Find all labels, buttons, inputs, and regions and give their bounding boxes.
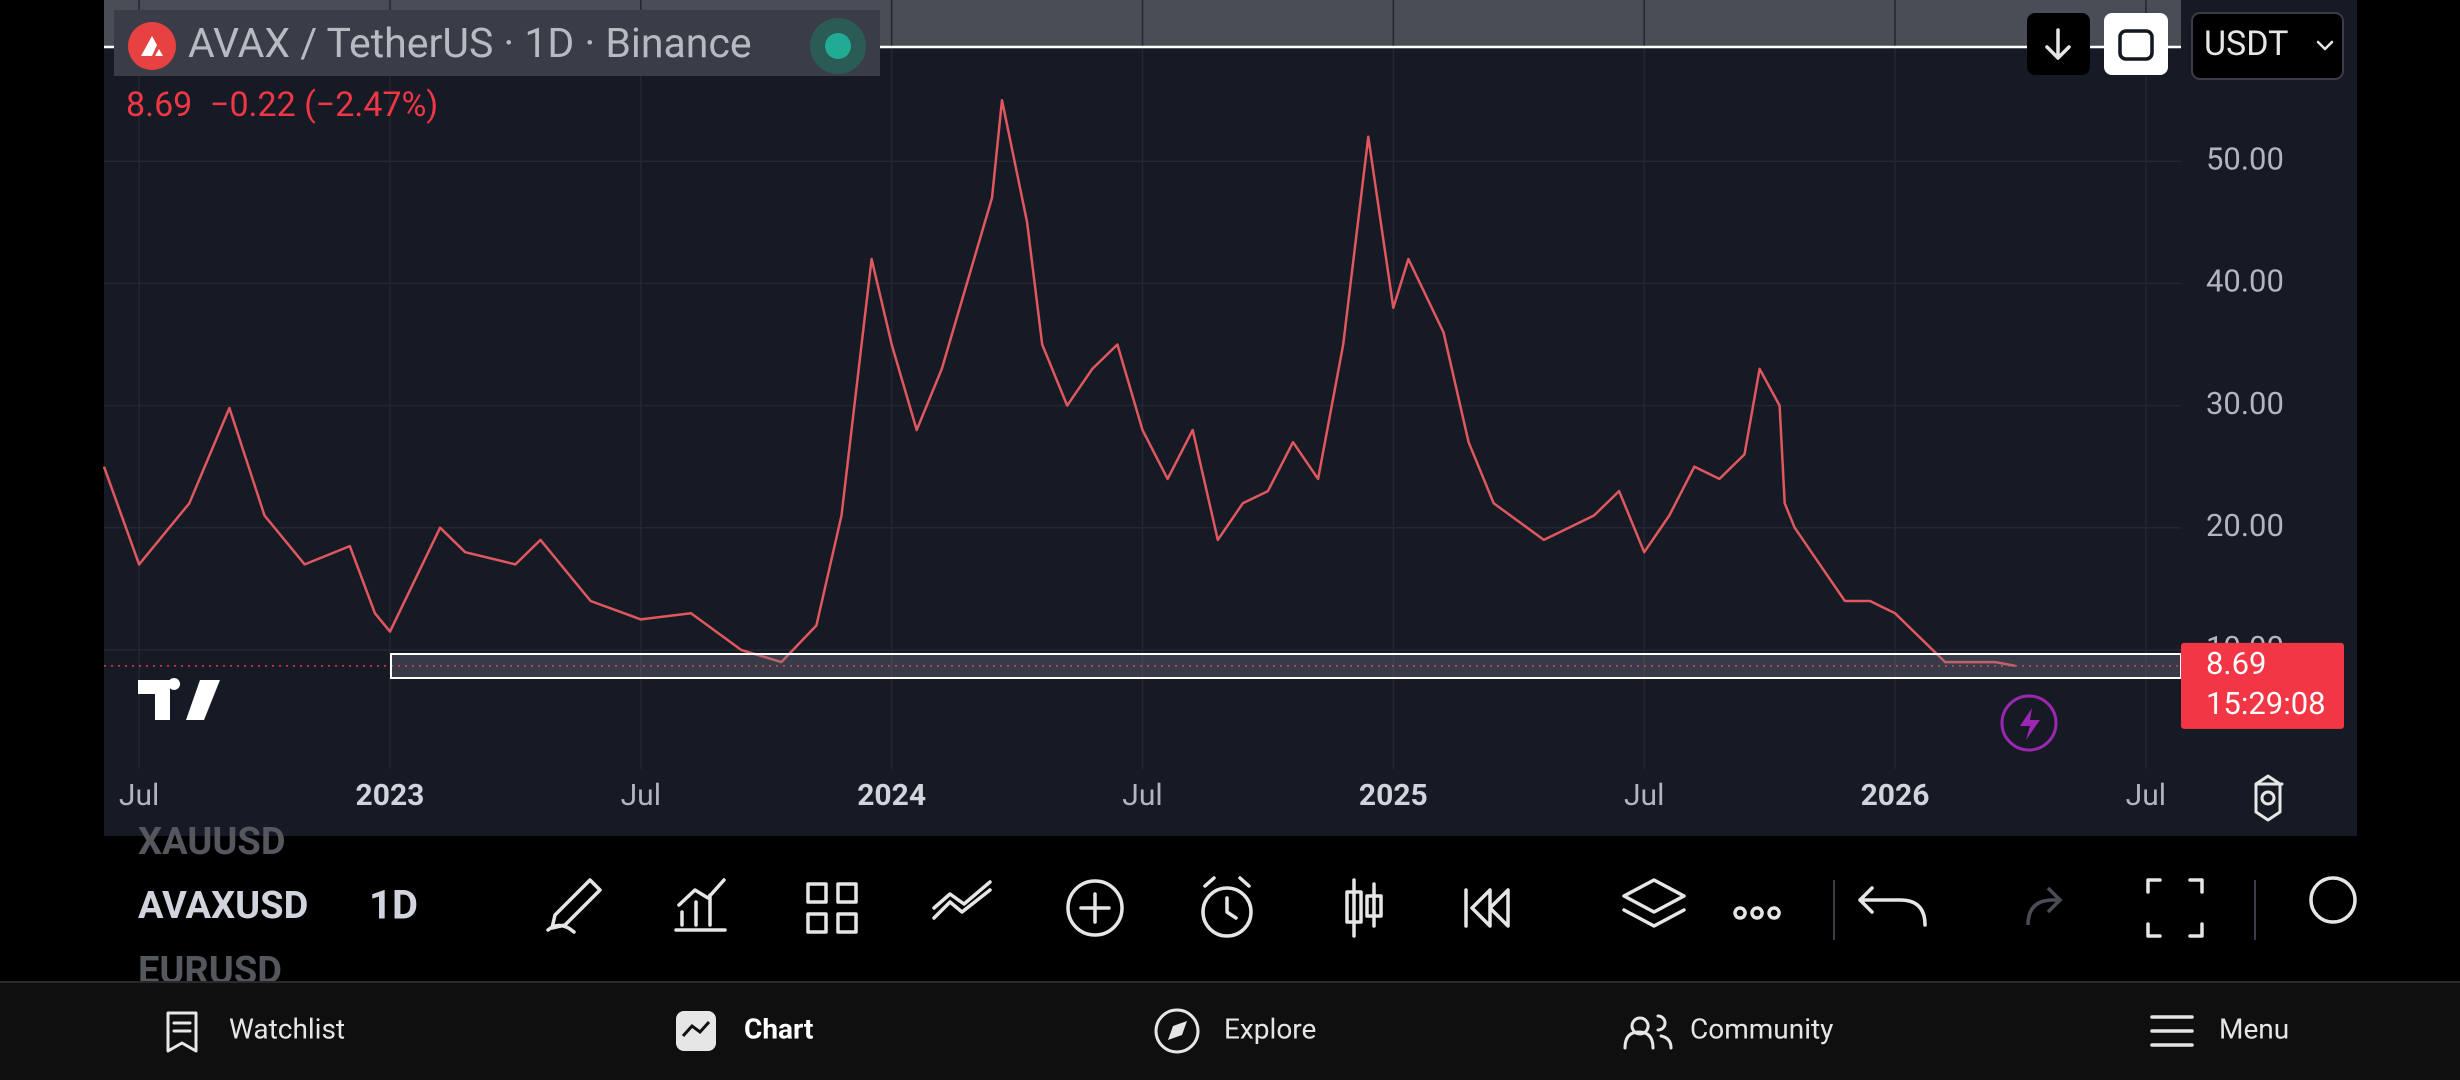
x-tick-label: Jul [621, 778, 661, 813]
ideas-button[interactable] [2309, 876, 2357, 924]
y-tick-label: 50.00 [2206, 140, 2284, 177]
price-change: −0.22 (−2.47%) [210, 85, 438, 125]
currency-button[interactable] [2191, 12, 2344, 80]
currency-caret [2316, 40, 2334, 51]
layers-tool[interactable] [1622, 878, 1686, 928]
interval-button[interactable]: 1D [369, 882, 418, 929]
x-tick-label: 2026 [1861, 778, 1930, 813]
symbol-item-active[interactable]: AVAXUSD [138, 884, 308, 928]
more-tool[interactable] [1733, 906, 1781, 920]
chart-style-tool[interactable] [1345, 878, 1383, 938]
axes: 10.0020.0030.0040.0050.00Jul2023Jul2024J… [119, 140, 2344, 813]
nav-community[interactable]: Community [1623, 1012, 1833, 1050]
y-tick-label: 20.00 [2206, 507, 2284, 544]
currency-label: USDT [2204, 24, 2288, 64]
chart-icon-line [681, 1020, 711, 1038]
replay-tool[interactable] [1464, 888, 1510, 928]
price-line [102, 98, 2016, 668]
nav-watchlist[interactable]: Watchlist [166, 1011, 345, 1053]
indicators-tool[interactable] [674, 878, 727, 932]
settings-icon-dot [2260, 790, 2276, 806]
add-tool[interactable] [1066, 879, 1124, 937]
nav-menu[interactable]: Menu [2150, 1012, 2289, 1047]
redo-button[interactable] [2026, 886, 2063, 926]
x-tick-label: 2025 [1359, 778, 1428, 813]
bottom-nav [0, 982, 2460, 1080]
legend-box [114, 10, 880, 76]
market-status-dot [825, 33, 851, 59]
last-price: 8.69 [126, 85, 192, 125]
community-icon [1623, 1014, 1673, 1050]
price-tag [2181, 642, 2344, 729]
toolbar [546, 876, 2357, 940]
tradingview-logo [138, 678, 220, 720]
nav-label[interactable]: Watchlist [229, 1012, 345, 1045]
alert-tool[interactable] [1201, 886, 1253, 938]
download-icon [2045, 28, 2071, 60]
nav-label[interactable]: Chart [744, 1012, 813, 1045]
alerts-indicator[interactable] [2000, 694, 2058, 752]
x-tick-label: Jul [119, 778, 159, 813]
price-tag-value: 8.69 [2206, 645, 2266, 682]
x-tick-label: 2024 [857, 778, 926, 813]
y-tick-label: 30.00 [2206, 385, 2284, 422]
nav-label[interactable]: Community [1690, 1012, 1833, 1045]
chart-icon [676, 1011, 716, 1051]
snapshot-button[interactable] [2104, 13, 2168, 75]
draw-tool[interactable] [546, 878, 602, 934]
watchlist-icon [166, 1011, 198, 1053]
logo-shape [138, 678, 220, 720]
chart-panel [104, 0, 2357, 836]
compare-tool[interactable] [932, 880, 992, 920]
symbol-list[interactable]: XAUUSD AVAXUSD EURUSD [138, 820, 308, 993]
x-tick-label: 2023 [356, 778, 425, 813]
plot [102, 0, 2181, 769]
alert-icon [1203, 876, 1251, 920]
symbol-title[interactable]: AVAX / TetherUS · 1D · Binance [188, 20, 752, 68]
x-tick-label: Jul [1624, 778, 1664, 813]
templates-tool[interactable] [806, 882, 858, 934]
zone-drawing [390, 653, 2182, 679]
menu-icon [2150, 1015, 2194, 1047]
fullscreen-button[interactable] [2146, 878, 2204, 938]
nav-label[interactable]: Explore [1224, 1012, 1316, 1045]
y-tick-label: 40.00 [2206, 263, 2284, 300]
nav-explore[interactable]: Explore [1154, 1008, 1316, 1054]
settings-icon [2254, 774, 2284, 822]
alerts-icon [2020, 708, 2040, 740]
nav-chart[interactable]: Chart [676, 1011, 813, 1051]
x-tick-label: Jul [2126, 778, 2166, 813]
x-tick-label: Jul [1122, 778, 1162, 813]
nav-label[interactable]: Menu [2219, 1012, 2289, 1045]
explore-needle [1168, 1021, 1187, 1040]
explore-icon [1154, 1008, 1200, 1054]
snapshot-icon [2118, 29, 2154, 61]
price-tag-countdown: 15:29:08 [2206, 685, 2326, 722]
avax-logo-mark [141, 36, 163, 56]
add-icon [1079, 892, 1111, 924]
settings-button[interactable] [2254, 774, 2284, 822]
symbol-item[interactable]: XAUUSD [138, 820, 286, 864]
undo-button[interactable] [1858, 886, 1927, 927]
